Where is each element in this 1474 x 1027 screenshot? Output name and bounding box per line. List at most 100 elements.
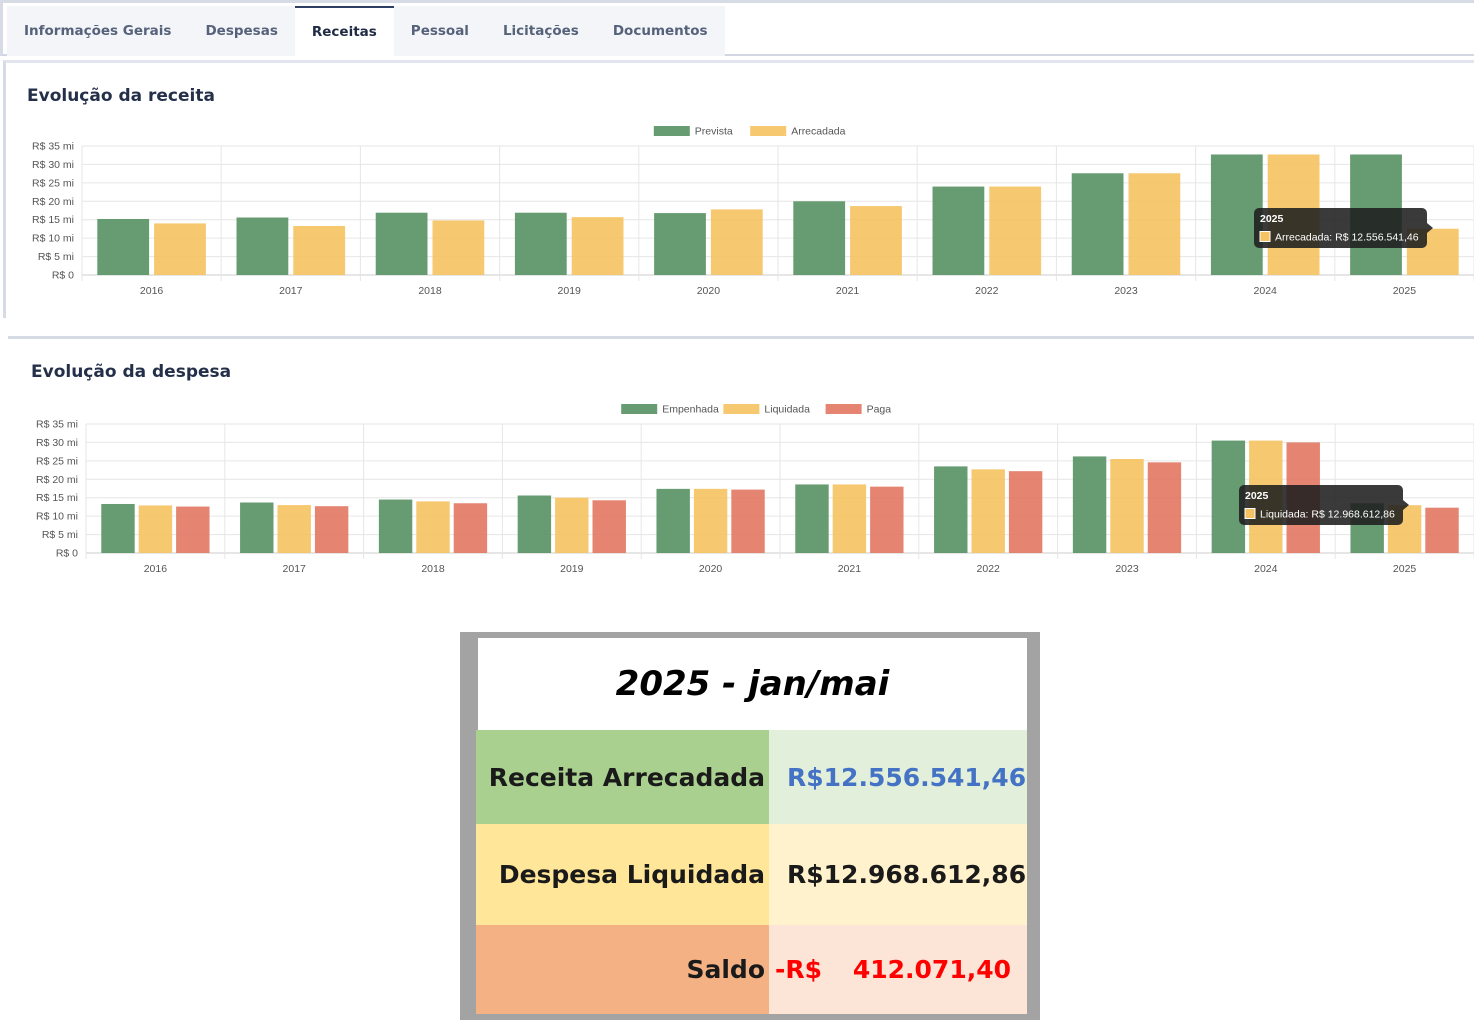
y-tick-label: R$ 20 mi [32, 196, 74, 208]
tooltip-swatch [1259, 231, 1271, 242]
bar-liquidada [138, 505, 173, 553]
summary-label: Despesa Liquidada [476, 824, 769, 925]
summary-label: Receita Arrecadada [476, 730, 769, 824]
despesa-panel: Evolução da despesa R$ 0 R$ 5 mi R$ 10 mi R… [8, 336, 1474, 598]
bar-prevista [514, 212, 567, 275]
bar-liquidada [416, 501, 450, 553]
bar-empenhada [101, 503, 135, 553]
x-tick-label: 2016 [144, 563, 168, 575]
bar-paga [592, 500, 626, 553]
tab-documentos[interactable]: Documentos [612, 23, 708, 39]
bar-paga [453, 503, 488, 553]
y-tick-label: R$ 5 mi [42, 529, 78, 541]
summary-title: 2025 - jan/mai [478, 638, 1027, 730]
bar-prevista [375, 212, 428, 275]
tab-licitacoes[interactable]: Licitações [502, 23, 579, 39]
tab-informacoes-gerais[interactable]: Informações Gerais [24, 23, 172, 39]
x-tick-label: 2024 [1254, 563, 1278, 575]
bar-empenhada [517, 495, 552, 553]
tooltip-box [1239, 485, 1403, 525]
summary-currency: R$ [787, 762, 824, 792]
legend-swatch [825, 404, 862, 414]
summary-value-cell: R$ 12.968.612,86 [769, 824, 1027, 925]
y-tick-label: R$ 35 mi [36, 419, 78, 431]
legend-label: Liquidada [764, 404, 810, 416]
y-tick-label: R$ 10 mi [32, 233, 74, 245]
bar-arrecadada [571, 217, 624, 275]
summary-value-cell: -R$ 412.071,40 [769, 925, 1027, 1014]
x-tick-label: 2023 [1115, 563, 1139, 575]
legend-swatch [621, 404, 658, 414]
bar-arrecadada [154, 223, 206, 275]
y-tick-label: R$ 10 mi [36, 511, 78, 523]
bar-empenhada [1072, 456, 1107, 553]
tooltip-text: Arrecadada: R$ 12.556.541,46 [1275, 232, 1419, 244]
x-tick-label: 2017 [279, 285, 303, 297]
legend-label: Prevista [695, 126, 733, 138]
bar-prevista [97, 218, 150, 275]
x-tick-label: 2022 [975, 285, 999, 297]
bar-liquidada [1110, 459, 1144, 553]
summary-card: 2025 - jan/mai Receita Arrecadada R$ 12.… [460, 632, 1040, 1020]
bar-paga [731, 489, 765, 553]
bar-paga [1425, 507, 1459, 553]
chart-tooltip: 2025 Liquidada: R$ 12.968.612,86 [1239, 485, 1409, 525]
x-tick-label: 2022 [977, 563, 1001, 575]
bar-prevista [654, 213, 706, 275]
bar-paga [870, 486, 904, 553]
bar-prevista [236, 217, 289, 275]
tab-strip: Informações Gerais Despesas Receitas Pes… [7, 6, 725, 56]
x-tick-label: 2018 [421, 563, 445, 575]
bar-paga [1008, 471, 1043, 553]
x-tick-label: 2021 [836, 285, 860, 297]
y-tick-label: R$ 25 mi [36, 455, 78, 467]
x-tick-label: 2021 [838, 563, 862, 575]
summary-row-despesa: Despesa Liquidada R$ 12.968.612,86 [476, 824, 1027, 925]
summary-row-receita: Receita Arrecadada R$ 12.556.541,46 [476, 730, 1027, 824]
y-tick-label: R$ 30 mi [32, 159, 74, 171]
tabs-bar: Informações Gerais Despesas Receitas Pes… [0, 0, 1474, 56]
tab-pessoal[interactable]: Pessoal [410, 23, 469, 39]
bar-liquidada [971, 469, 1005, 553]
tooltip-box [1254, 208, 1427, 248]
y-tick-label: R$ 35 mi [32, 141, 74, 153]
despesa-chart[interactable]: R$ 0 R$ 5 mi R$ 10 mi R$ 15 mi R$ 20 mi R$ 25… [0, 0, 1474, 600]
bar-empenhada [934, 466, 968, 553]
x-tick-label: 2018 [418, 285, 442, 297]
bar-arrecadada [850, 206, 902, 275]
x-tick-label: 2019 [560, 563, 584, 575]
tab-despesas[interactable]: Despesas [205, 23, 278, 39]
tooltip-title: 2025 [1260, 213, 1284, 225]
tooltip-title: 2025 [1245, 490, 1269, 502]
x-tick-label: 2025 [1393, 285, 1417, 297]
y-tick-label: R$ 15 mi [32, 214, 74, 226]
x-tick-label: 2016 [140, 285, 164, 297]
summary-label: Saldo [476, 925, 769, 1014]
legend-swatch [653, 126, 690, 136]
tab-receitas[interactable]: Receitas [294, 6, 394, 56]
y-tick-label: R$ 25 mi [32, 177, 74, 189]
bar-liquidada [555, 497, 589, 553]
bar-liquidada [693, 488, 728, 553]
summary-currency: R$ [787, 860, 824, 889]
legend-label: Arrecadada [791, 126, 845, 138]
receita-panel: Evolução da receita R$ 0 R$ 5 mi R$ 10 mi R… [3, 60, 1474, 318]
summary-amount: 412.071,40 [852, 955, 1011, 984]
bar-empenhada [795, 484, 829, 553]
bar-empenhada [240, 502, 274, 553]
legend-swatch [750, 126, 787, 136]
bar-paga [314, 506, 349, 553]
tooltip-text: Liquidada: R$ 12.968.612,86 [1260, 509, 1395, 521]
bar-liquidada [277, 505, 311, 553]
bar-liquidada [832, 484, 867, 553]
summary-amount: 12.556.541,46 [823, 762, 1027, 792]
summary-row-saldo: Saldo -R$ 412.071,40 [476, 925, 1027, 1014]
y-tick-label: R$ 20 mi [36, 474, 78, 486]
x-tick-label: 2020 [697, 285, 721, 297]
y-tick-label: R$ 5 mi [38, 251, 74, 263]
receita-chart[interactable]: R$ 0 R$ 5 mi R$ 10 mi R$ 15 mi R$ 20 mi R$ 25… [0, 0, 1474, 320]
y-tick-label: R$ 15 mi [36, 492, 78, 504]
tooltip-caret [1427, 223, 1433, 233]
y-tick-label: R$ 0 [56, 548, 78, 560]
bar-paga [176, 506, 210, 553]
